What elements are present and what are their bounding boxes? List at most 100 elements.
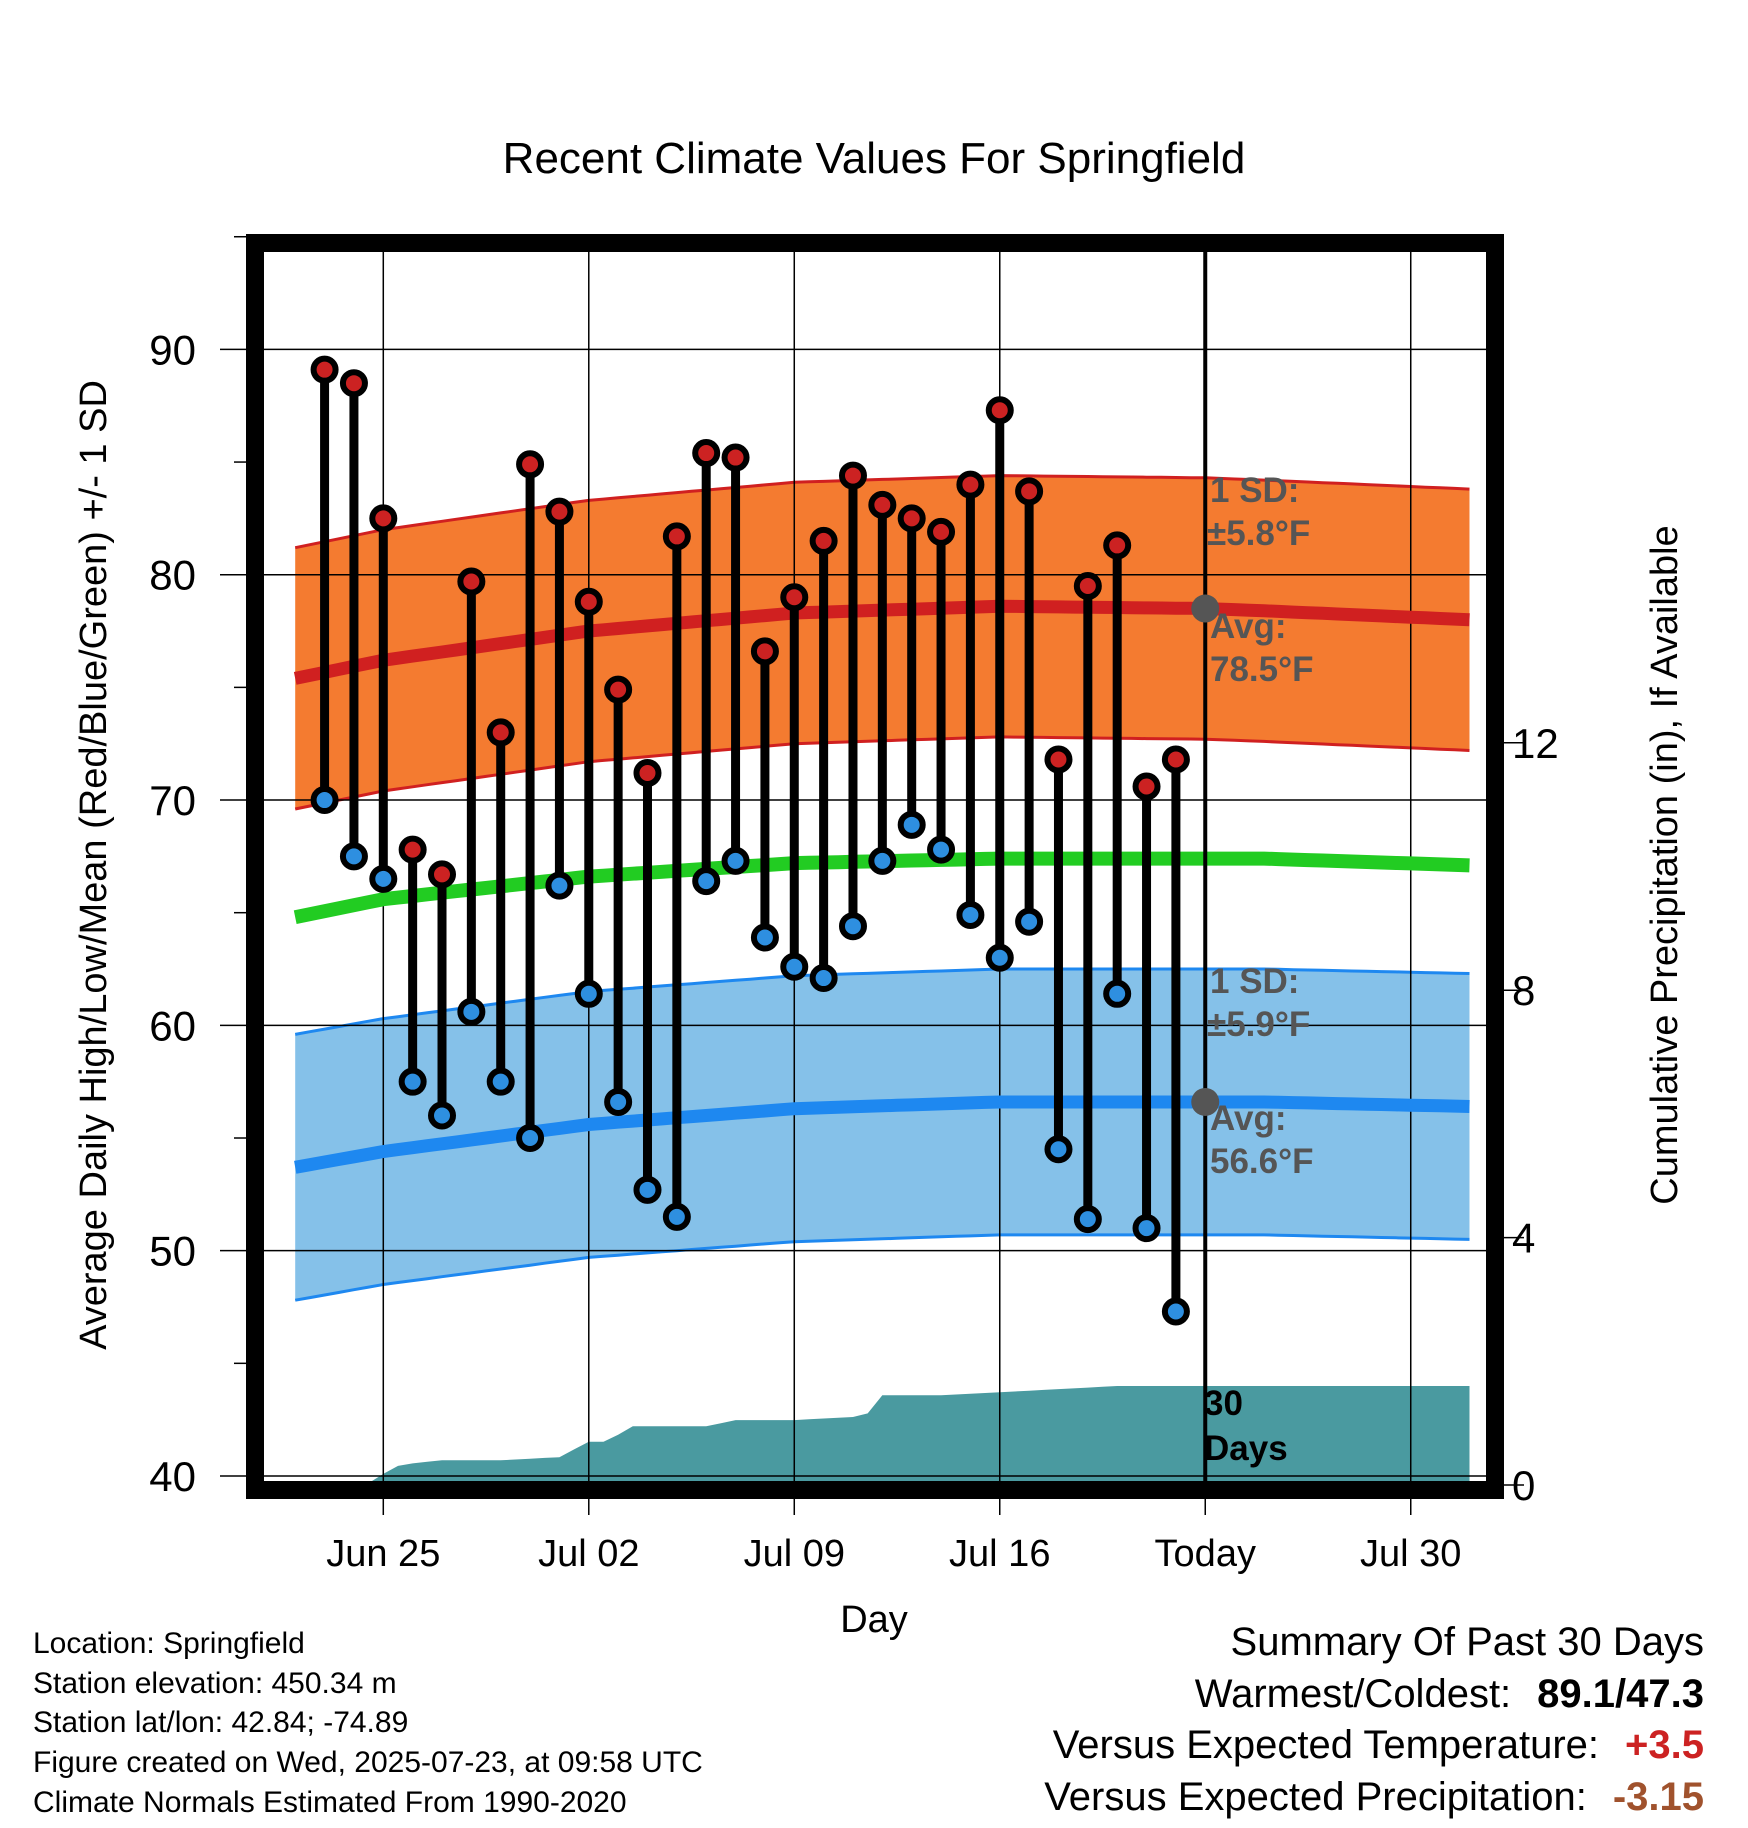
low-avg-value: 56.6°F: [1210, 1142, 1314, 1181]
chart-title: Recent Climate Values For Springfield: [503, 134, 1246, 183]
x-tick-label: Jul 30: [1360, 1533, 1461, 1575]
warm-cold-label: Warmest/Coldest:: [1194, 1672, 1512, 1716]
daily-low-point: [692, 867, 721, 896]
daily-high-point: [1132, 772, 1161, 801]
y-right-tick-label: 4: [1512, 1215, 1535, 1262]
low-normal-band-lower-edge: [294, 1233, 1470, 1302]
summary-heading-text: Summary Of Past 30 Days: [1230, 1620, 1704, 1664]
daily-high-point: [516, 450, 545, 479]
daily-high-point: [545, 497, 574, 526]
daily-high-point: [1103, 531, 1132, 560]
daily-high-point: [339, 369, 368, 398]
footer-location: Location: Springfield: [33, 1627, 305, 1660]
warm-cold-value: 89.1/47.3: [1537, 1672, 1704, 1716]
low-avg-dot: [1191, 1087, 1220, 1116]
low-sd-label: 1 SD:: [1210, 962, 1299, 1001]
daily-high-point: [838, 461, 867, 490]
daily-high-point: [604, 675, 633, 704]
daily-low-point: [750, 923, 779, 952]
daily-low-point: [1044, 1135, 1073, 1164]
footer-normals: Climate Normals Estimated From 1990-2020: [33, 1786, 627, 1819]
x-tick-label: Today: [1155, 1533, 1256, 1575]
daily-low-point: [1073, 1205, 1102, 1234]
daily-high-point: [486, 718, 515, 747]
daily-low-point: [604, 1087, 633, 1116]
y-left-tick-label: 80: [149, 552, 196, 599]
footer-created: Figure created on Wed, 2025-07-23, at 09…: [33, 1746, 703, 1779]
footer-elevation: Station elevation: 450.34 m: [33, 1667, 397, 1700]
plot-frame: [246, 234, 1504, 1499]
daily-low-point: [339, 842, 368, 871]
daily-low-point: [545, 871, 574, 900]
days-count: 30: [1204, 1384, 1243, 1423]
daily-high-point: [780, 583, 809, 612]
daily-low-point: [633, 1175, 662, 1204]
footer-latlon: Station lat/lon: 42.84; -74.89: [33, 1706, 409, 1739]
daily-high-point: [398, 835, 427, 864]
y-left-tick-label: 60: [149, 1002, 196, 1049]
low-sd-value: ±5.9°F: [1207, 1005, 1310, 1044]
high-avg-value: 78.5°F: [1210, 650, 1314, 689]
x-axis-label: Day: [840, 1599, 908, 1641]
daily-high-point: [457, 567, 486, 596]
daily-low-point: [927, 835, 956, 864]
low-avg-label: Avg:: [1210, 1099, 1286, 1138]
y-right-tick-label: 0: [1512, 1462, 1535, 1509]
daily-low-point: [1103, 979, 1132, 1008]
daily-high-point: [633, 758, 662, 787]
daily-low-point: [457, 997, 486, 1026]
y-left-tick-label: 50: [149, 1228, 196, 1275]
daily-high-point: [809, 526, 838, 555]
x-tick-label: Jul 02: [538, 1533, 639, 1575]
low-normal-band-upper-edge: [294, 967, 1470, 1036]
x-tick-label: Jul 09: [744, 1533, 845, 1575]
x-tick-label: Jul 16: [949, 1533, 1050, 1575]
daily-high-point: [1161, 745, 1190, 774]
high-sd-label: 1 SD:: [1210, 471, 1299, 510]
daily-high-point: [927, 517, 956, 546]
days-label: Days: [1204, 1429, 1288, 1468]
daily-low-point: [985, 943, 1014, 972]
daily-low-point: [956, 900, 985, 929]
daily-high-point: [1044, 745, 1073, 774]
daily-low-point: [428, 1101, 457, 1130]
daily-high-point: [868, 490, 897, 519]
daily-high-point: [369, 504, 398, 533]
daily-low-point: [1161, 1297, 1190, 1326]
daily-high-point: [897, 504, 926, 533]
daily-high-point: [662, 522, 691, 551]
daily-low-point: [868, 846, 897, 875]
daily-low-point: [516, 1124, 545, 1153]
daily-low-point: [897, 810, 926, 839]
temp-vs-expected-label: Versus Expected Temperature:: [1052, 1723, 1600, 1767]
summary-precip: Versus Expected Precipitation: -3.15: [1044, 1775, 1704, 1820]
daily-high-point: [721, 443, 750, 472]
daily-low-point: [838, 912, 867, 941]
y-left-tick-label: 70: [149, 777, 196, 824]
y-axis-right-label: Cumulative Precipitation (in), If Availa…: [1644, 525, 1686, 1204]
y-right-tick-label: 12: [1512, 720, 1559, 767]
daily-high-point: [1015, 477, 1044, 506]
y-left-tick-label: 90: [149, 326, 196, 373]
daily-low-point: [310, 786, 339, 815]
daily-low-point: [486, 1067, 515, 1096]
daily-low-point: [574, 979, 603, 1008]
daily-high-point: [985, 396, 1014, 425]
daily-low-point: [398, 1067, 427, 1096]
daily-high-point: [310, 355, 339, 384]
days-annotation: 30 Days: [1204, 1384, 1288, 1468]
daily-low-point: [369, 864, 398, 893]
daily-high-point: [428, 860, 457, 889]
daily-low-point: [662, 1202, 691, 1231]
precip-vs-expected-value: -3.15: [1612, 1775, 1704, 1819]
y-axis-left-label: Average Daily High/Low/Mean (Red/Blue/Gr…: [73, 380, 115, 1350]
daily-low-point: [1132, 1214, 1161, 1243]
high-avg-dot: [1191, 594, 1220, 623]
temp-vs-expected-value: +3.5: [1625, 1723, 1704, 1767]
precip-area: [295, 1386, 1470, 1485]
y-right-tick-label: 8: [1512, 967, 1535, 1014]
daily-high-point: [574, 587, 603, 616]
daily-low-point: [780, 952, 809, 981]
summary-temp: Versus Expected Temperature: +3.5: [1053, 1723, 1704, 1768]
plot-area: 40 50 60 70 80 90 0 4 8 12 Jun 25 Jul 02 Jul 09 Jul 1…: [149, 234, 1559, 1575]
